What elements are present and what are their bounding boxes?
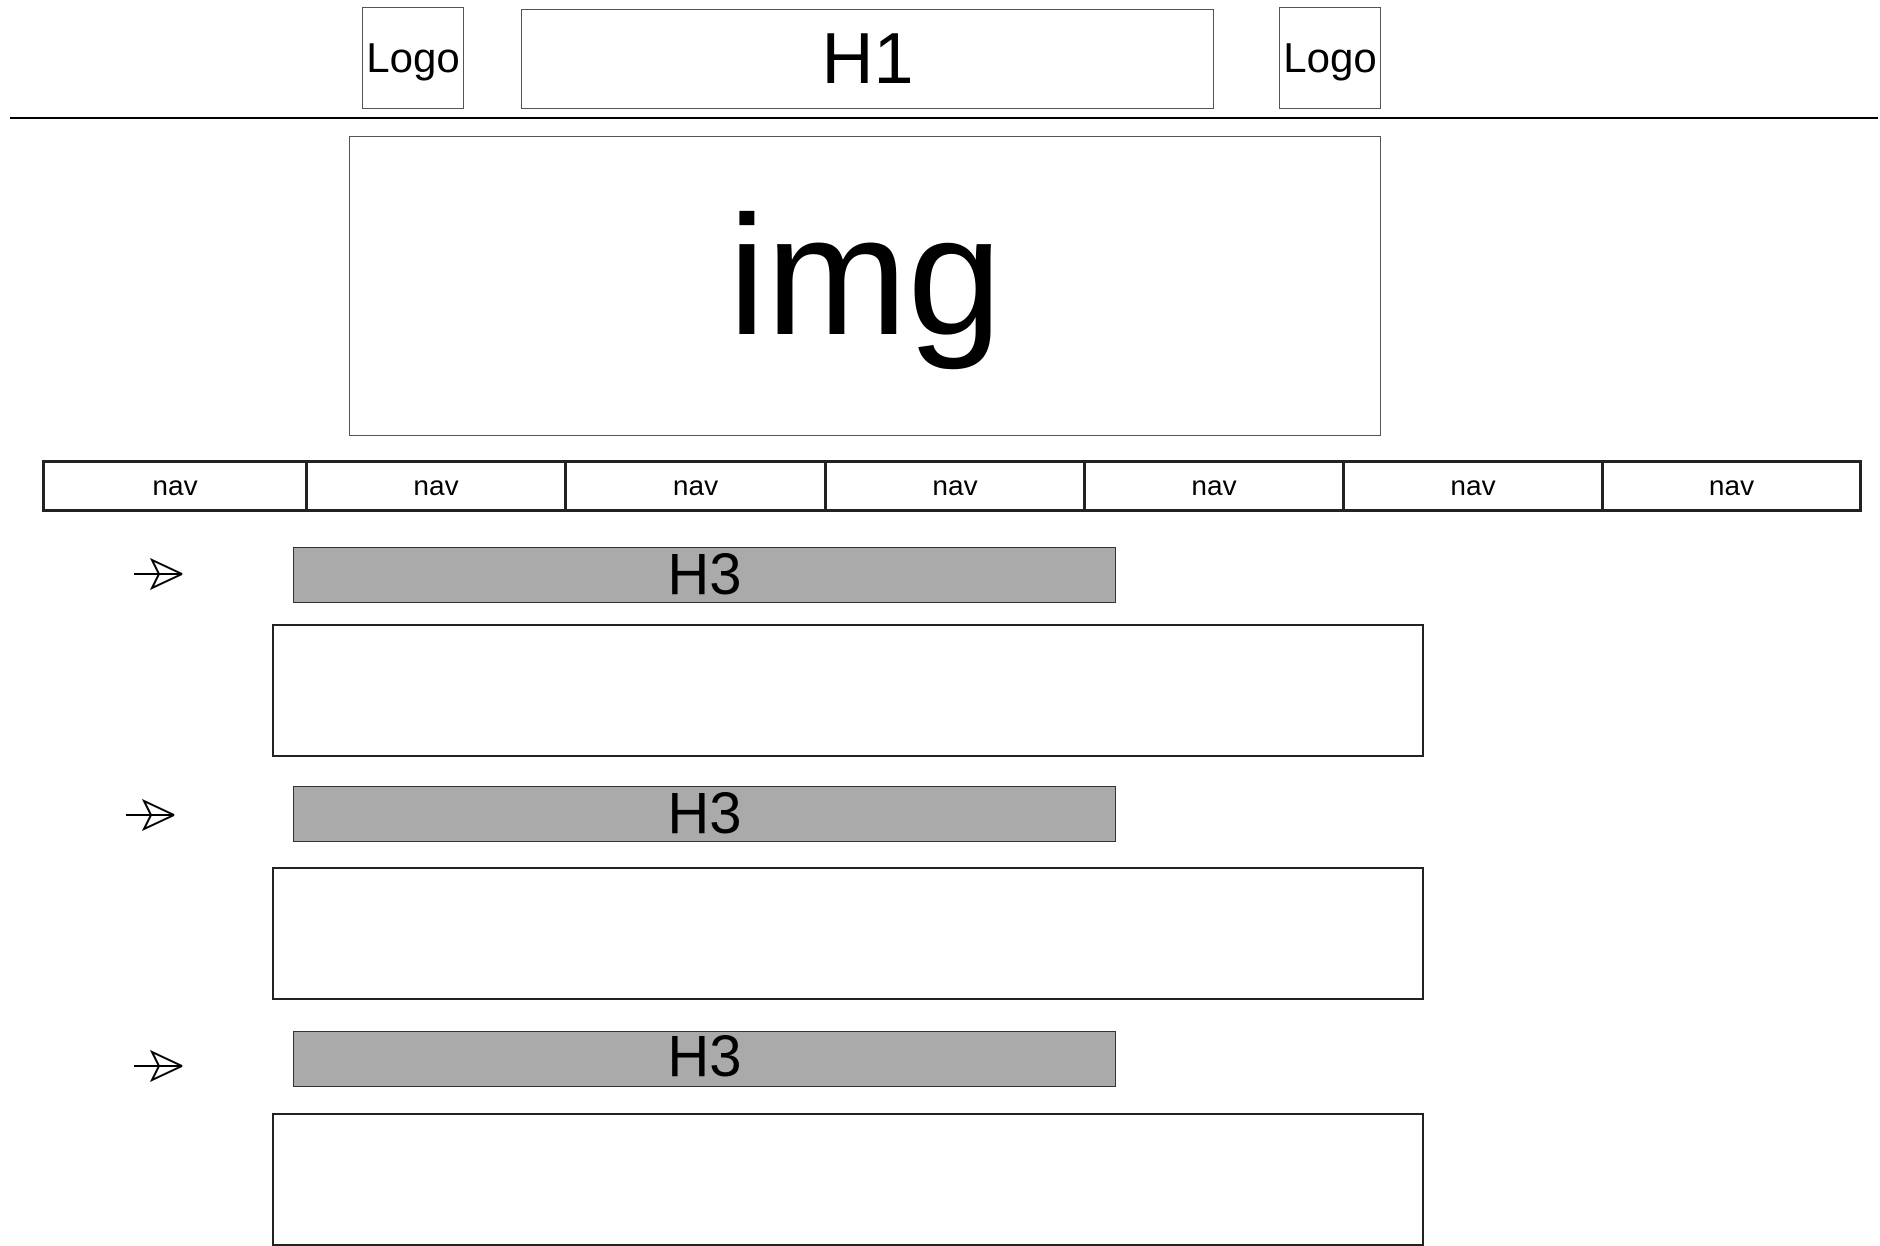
logo-right: Logo — [1279, 7, 1381, 109]
arrow-icon — [134, 557, 183, 591]
arrow-icon — [134, 1049, 183, 1083]
nav-item-4[interactable]: nav — [827, 463, 1086, 509]
section-heading-3: H3 — [293, 1028, 1116, 1087]
section-heading-1: H3 — [293, 546, 1116, 604]
header-divider — [10, 117, 1878, 119]
nav-item-5[interactable]: nav — [1086, 463, 1345, 509]
section-content-1 — [272, 624, 1424, 757]
nav-item-3[interactable]: nav — [567, 463, 827, 509]
nav-item-2[interactable]: nav — [308, 463, 567, 509]
hero-image: img — [349, 136, 1381, 436]
logo-left: Logo — [362, 7, 464, 109]
arrow-icon — [126, 798, 175, 832]
section-heading-2: H3 — [293, 785, 1116, 843]
nav-item-6[interactable]: nav — [1345, 463, 1604, 509]
section-content-2 — [272, 867, 1424, 1000]
section-content-3 — [272, 1113, 1424, 1246]
page-title: H1 — [521, 9, 1214, 109]
nav-bar: nav nav nav nav nav nav nav — [42, 460, 1862, 512]
nav-item-7[interactable]: nav — [1708, 470, 1755, 501]
nav-item-1[interactable]: nav — [45, 463, 308, 509]
